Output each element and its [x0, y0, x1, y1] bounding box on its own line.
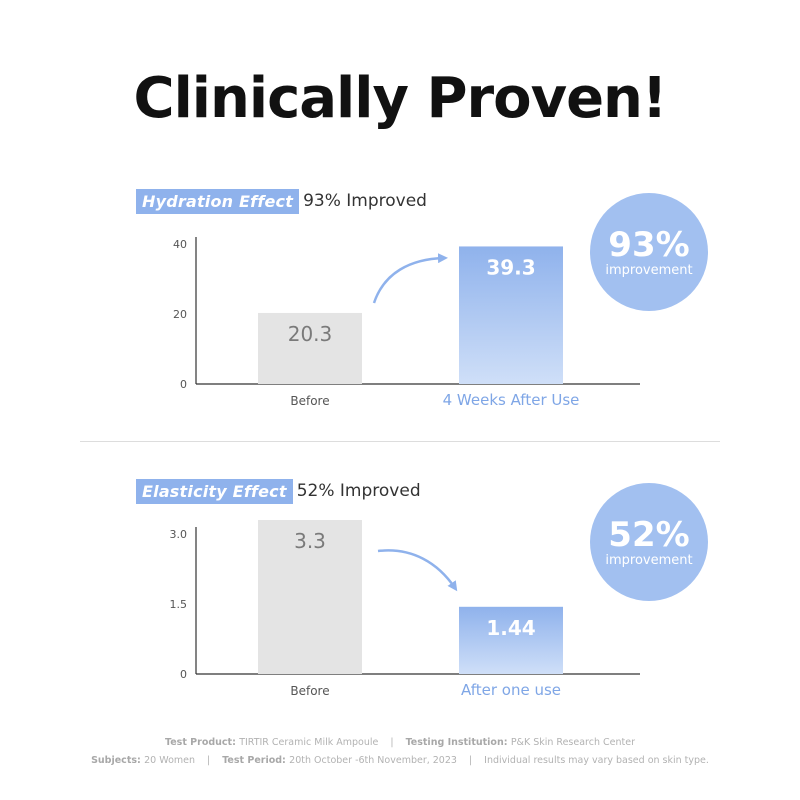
bar-value-label: 1.44 [486, 616, 535, 640]
y-tick-label: 40 [173, 238, 187, 251]
bar-value-label: 20.3 [288, 322, 333, 346]
trend-arrow [377, 549, 458, 592]
footer-item-value: 20 Women [144, 755, 196, 766]
footer-item-value: 20th October -6th November, 2023 [289, 755, 457, 766]
elasticity-badge-label: improvement [605, 552, 693, 568]
hydration-badge: 93% improvement [590, 193, 708, 311]
bar [258, 520, 362, 674]
footer-item: Test Product: TIRTIR Ceramic Milk Ampoul… [165, 737, 378, 748]
footer-item-label: Subjects: [91, 755, 145, 766]
hydration-title-rest: 93% Improved [303, 191, 427, 211]
footer-item-label: Test Product: [165, 737, 240, 748]
footer-item: Testing Institution: P&K Skin Research C… [406, 737, 635, 748]
footer-item-value: Individual results may vary based on ski… [484, 755, 709, 766]
y-tick-label: 20 [173, 308, 187, 321]
bar [459, 606, 563, 674]
elasticity-title-rest: 52% Improved [296, 481, 421, 501]
bar [459, 246, 563, 384]
hydration-title: Hydration Effect 93% Improved [136, 187, 427, 215]
category-label: Before [290, 684, 329, 698]
elasticity-title: Elasticity Effect 52% Improved [136, 477, 421, 505]
hydration-chart: 0 20 40 20.3 Before 39.3 4 Weeks After Use [173, 237, 640, 409]
elasticity-title-highlight: Elasticity Effect [136, 478, 293, 504]
footer-line-1: Test Product: TIRTIR Ceramic Milk Ampoul… [0, 737, 800, 748]
footer-separator: | [207, 755, 211, 766]
section-divider [80, 441, 720, 442]
bar [258, 312, 362, 384]
footer-item: Test Period: 20th October -6th November,… [222, 755, 457, 766]
elasticity-badge: 52% improvement [590, 483, 708, 601]
footer-item-label: Testing Institution: [405, 737, 511, 748]
elasticity-section: Elasticity Effect 52% Improved 0 1.5 3.0 3.… [0, 477, 800, 757]
footer-line-2: Subjects: 20 Women | Test Period: 20th Oct… [0, 755, 800, 766]
footer-separator: | [468, 755, 473, 766]
category-label: 4 Weeks After Use [443, 391, 580, 409]
hydration-title-highlight: Hydration Effect [136, 188, 300, 214]
footer-separator: | [390, 737, 394, 748]
footer-item-value: P&K Skin Research Center [510, 737, 635, 748]
hydration-section: Hydration Effect 93% Improved 0 20 40 20.3 B… [0, 187, 800, 467]
footer-item-value: TIRTIR Ceramic Milk Ampoule [239, 737, 379, 748]
elasticity-chart: 0 1.5 3.0 3.3 Before 1.44 After one use [170, 520, 640, 699]
bar-value-label: 39.3 [486, 255, 535, 279]
elasticity-badge-percent: 52% [608, 514, 690, 555]
footer-item: Subjects: 20 Women [91, 755, 195, 766]
hydration-badge-percent: 93% [608, 224, 690, 265]
footer-item: Individual results may vary based on ski… [484, 755, 709, 766]
y-tick-label: 0 [180, 378, 187, 391]
bar-value-label: 3.3 [294, 529, 326, 553]
page-headline: Clinically Proven! [133, 66, 668, 131]
y-tick-label: 1.5 [170, 598, 188, 611]
footer-item-label: Test Period: [222, 755, 290, 766]
category-label: Before [290, 394, 329, 408]
hydration-badge-label: improvement [605, 262, 693, 278]
y-tick-label: 3.0 [170, 528, 188, 541]
y-tick-label: 0 [180, 668, 187, 681]
category-label: After one use [461, 681, 561, 699]
trend-arrow [372, 253, 448, 304]
